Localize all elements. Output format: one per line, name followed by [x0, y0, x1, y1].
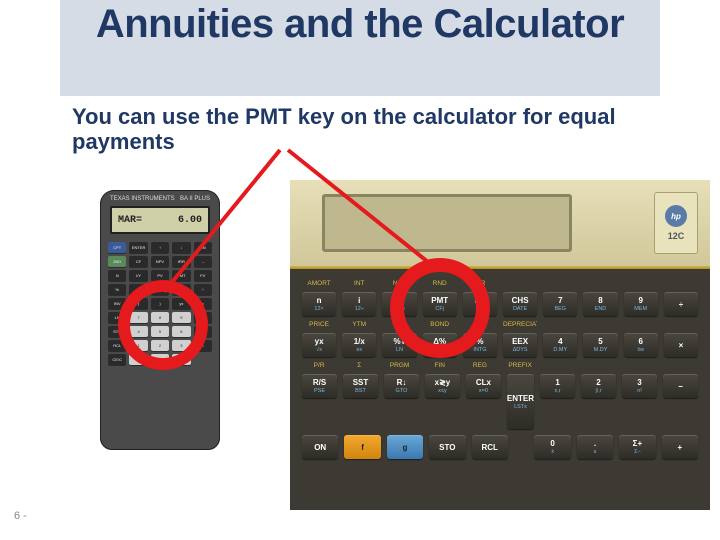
calc-key-f: f	[344, 435, 380, 459]
key-top-label	[583, 279, 617, 288]
calc-key-sto: STO	[429, 435, 465, 459]
calc-key: 2ND	[108, 256, 126, 267]
calc-key-r/s: R/SPSE	[302, 374, 337, 398]
brand-text: TEXAS INSTRUMENTS	[110, 196, 175, 202]
hp-logo-icon: hp	[665, 205, 687, 227]
calc-key-÷: ÷	[664, 292, 698, 316]
highlight-circle-hp	[390, 258, 490, 358]
calc-key-g: g	[387, 435, 423, 459]
title-box: Annuities and the Calculator	[60, 0, 660, 96]
calc-key-sst: SSTBST	[343, 374, 378, 398]
calc-key: ↑	[151, 242, 169, 253]
calc-key: CE/C	[108, 354, 126, 365]
calc-display: MAR= 6.00	[110, 206, 210, 234]
calc-key-6: 6x̄w	[624, 333, 658, 357]
calc-key: ÷	[194, 284, 212, 295]
key-top-label: PRGM	[382, 361, 416, 370]
key-top-label	[543, 361, 577, 370]
key-top-label: INT	[342, 279, 376, 288]
calc-key-enter: ENTERLSTx	[507, 374, 534, 429]
calc-key-9: 9MEM	[624, 292, 658, 316]
key-top-label	[583, 361, 617, 370]
calc-key-yx: yx√x	[302, 333, 336, 357]
calc-key-2: 2ŷ,r	[581, 374, 616, 398]
key-top-label: Σ	[342, 361, 376, 370]
calc-key-chs: CHSDATE	[503, 292, 537, 316]
calc-key-0: 0x̄	[534, 435, 570, 459]
page-number: 6 -	[14, 510, 27, 522]
subtitle: You can use the PMT key on the calculato…	[72, 104, 662, 155]
calc-key: →	[194, 256, 212, 267]
calc-key-σ+: Σ+Σ−	[619, 435, 655, 459]
calc-key-rcl: RCL	[472, 435, 508, 459]
display-right: 6.00	[178, 215, 202, 226]
calc-key-.: .s	[577, 435, 613, 459]
key-top-label: PREFIX	[503, 361, 537, 370]
hp-model: 12C	[668, 231, 685, 241]
brand-row: TEXAS INSTRUMENTS BA II PLUS	[100, 190, 220, 204]
calc-key-−: −	[663, 374, 698, 398]
key-top-label	[664, 320, 698, 329]
key-top-label: PRICE	[302, 320, 336, 329]
key-top-label	[624, 279, 658, 288]
display-left: MAR=	[118, 215, 142, 226]
top-strip: hp 12C	[290, 180, 710, 266]
page-title: Annuities and the Calculator	[60, 2, 660, 46]
highlight-circle-ba2	[118, 280, 208, 370]
key-top-label: AMORT	[302, 279, 336, 288]
calc-key: CF	[129, 256, 147, 267]
calc-key-7: 7BEG	[543, 292, 577, 316]
calc-key-3: 3n!	[622, 374, 657, 398]
key-top-label	[543, 279, 577, 288]
key-top-label	[624, 361, 658, 370]
calc-key-5: 5M.DY	[583, 333, 617, 357]
calc-key-8: 8END	[583, 292, 617, 316]
calc-key-1: 1x,r	[540, 374, 575, 398]
calc-key-eex: EEXΔDYS	[503, 333, 537, 357]
lcd-display	[322, 194, 572, 252]
key-top-label: P/R	[302, 361, 336, 370]
calc-key: NPV	[151, 256, 169, 267]
calc-key: ENTER	[129, 242, 147, 253]
calc-key: CPT	[108, 242, 126, 253]
calc-key-1/x: 1/xex	[342, 333, 376, 357]
key-top-label	[543, 320, 577, 329]
key-top-label	[664, 279, 698, 288]
calc-key: N	[108, 270, 126, 281]
calc-key: I/Y	[129, 270, 147, 281]
calc-key-clx: CLxx=0	[466, 374, 501, 398]
calc-key-x≷y: x≷yx≤y	[425, 374, 460, 398]
model-text: BA II PLUS	[180, 196, 210, 202]
calc-key-×: ×	[664, 333, 698, 357]
key-area: AMORTINTNPVRNDIRR n12×i12÷PVCFoPMTCFjFVN…	[290, 269, 710, 467]
calculator-hp12c: hp 12C AMORTINTNPVRNDIRR n12×i12÷PVCFoPM…	[290, 180, 710, 510]
calc-key: ↓	[172, 242, 190, 253]
key-top-label	[664, 361, 698, 370]
calc-key-i: i12÷	[342, 292, 376, 316]
key-top-label: DEPRECIATION	[503, 320, 537, 329]
key-top-label: YTM	[342, 320, 376, 329]
calc-key: FV	[194, 270, 212, 281]
calc-key: %	[108, 284, 126, 295]
calc-key-4: 4D.MY	[543, 333, 577, 357]
hp-badge: hp 12C	[654, 192, 698, 254]
key-top-label: REG	[463, 361, 497, 370]
calc-key-+: +	[662, 435, 698, 459]
calc-key-n: n12×	[302, 292, 336, 316]
key-top-label	[503, 279, 537, 288]
key-top-label	[583, 320, 617, 329]
calc-key-on: ON	[302, 435, 338, 459]
calc-key-r↓: R↓GTO	[384, 374, 419, 398]
key-top-label	[624, 320, 658, 329]
key-top-label: FIN	[423, 361, 457, 370]
